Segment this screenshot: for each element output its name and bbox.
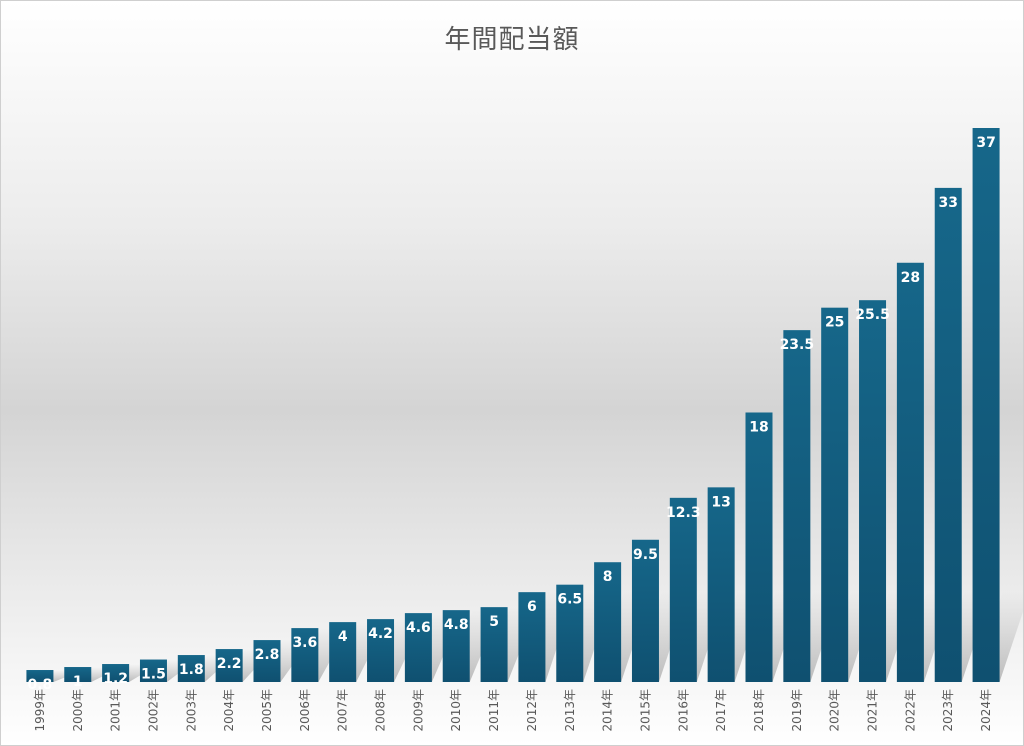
x-tick-label: 2008年 xyxy=(374,689,388,732)
data-label: 13 xyxy=(711,494,730,510)
bar xyxy=(253,640,281,682)
data-label: 0.8 xyxy=(28,677,53,693)
bar xyxy=(821,307,849,682)
bar xyxy=(404,613,432,682)
x-tick-label: 2002年 xyxy=(146,689,160,732)
x-tick-label: 2019年 xyxy=(790,689,804,732)
data-label: 5 xyxy=(489,614,499,630)
x-tick-label: 2007年 xyxy=(336,689,350,732)
x-tick-label: 2009年 xyxy=(411,689,425,732)
bar xyxy=(480,607,508,682)
data-label: 2.2 xyxy=(217,656,242,672)
bar xyxy=(934,187,962,682)
x-tick-label: 2006年 xyxy=(298,689,312,732)
x-tick-label: 2000年 xyxy=(71,689,85,732)
bars-group xyxy=(26,128,1000,682)
data-label: 6.5 xyxy=(557,592,582,608)
data-label: 1.2 xyxy=(103,671,128,687)
x-tick-label: 2014年 xyxy=(601,689,615,732)
data-label: 3.6 xyxy=(292,635,317,651)
bar xyxy=(972,128,1000,682)
data-label: 25 xyxy=(825,315,844,331)
x-tick-label: 2001年 xyxy=(109,689,123,732)
x-tick-label: 2013年 xyxy=(563,689,577,732)
bar xyxy=(669,497,697,682)
x-tick-label: 2016年 xyxy=(676,689,690,732)
x-tick-label: 1999年 xyxy=(33,689,47,732)
x-tick-label: 2021年 xyxy=(866,689,880,732)
bar xyxy=(518,592,546,682)
bar xyxy=(745,412,773,682)
bar xyxy=(215,649,243,682)
bar xyxy=(102,664,130,682)
data-label: 4.2 xyxy=(368,626,393,642)
data-label: 2.8 xyxy=(255,647,280,663)
x-tick-label: 2023年 xyxy=(941,689,955,732)
bar xyxy=(783,330,811,682)
data-label: 1.5 xyxy=(141,667,166,683)
data-label: 4 xyxy=(338,629,348,645)
x-tick-label: 2015年 xyxy=(638,689,652,732)
data-label: 23.5 xyxy=(780,337,815,353)
data-labels-group: 0.8 1 1.2 1.5 1.8 2.2 2.8 3.6 4 4.2 4.6 4.8 5 6 6.5 8 9.… xyxy=(28,135,996,693)
data-label: 4.6 xyxy=(406,620,431,636)
x-tick-label: 2005年 xyxy=(260,689,274,732)
data-label: 6 xyxy=(527,599,537,615)
bar xyxy=(556,584,584,682)
x-tick-label: 2012年 xyxy=(525,689,539,732)
data-label: 12.3 xyxy=(666,505,701,521)
x-tick-labels-group: 1999年 2000年 2001年 2002年 2003年 2004年 2005年 2006年… xyxy=(33,689,993,732)
bar xyxy=(442,610,470,682)
bar xyxy=(367,619,395,682)
x-tick-label: 2003年 xyxy=(184,689,198,732)
bar xyxy=(139,659,167,682)
data-label: 25.5 xyxy=(855,307,890,323)
data-label: 1 xyxy=(73,674,83,690)
data-label: 37 xyxy=(976,135,995,151)
x-tick-label: 2017年 xyxy=(714,689,728,732)
data-label: 8 xyxy=(603,569,613,585)
bar xyxy=(26,670,54,682)
bar xyxy=(594,562,622,682)
data-label: 18 xyxy=(749,419,768,435)
bar xyxy=(896,262,924,682)
chart-title: 年間配当額 xyxy=(444,25,580,55)
x-tick-label: 2011年 xyxy=(487,689,501,732)
data-label: 1.8 xyxy=(179,662,204,678)
bar xyxy=(329,622,357,682)
data-label: 28 xyxy=(901,270,920,286)
data-label: 33 xyxy=(938,195,957,211)
x-tick-label: 2010年 xyxy=(449,689,463,732)
x-tick-label: 2018年 xyxy=(752,689,766,732)
x-tick-label: 2020年 xyxy=(828,689,842,732)
bar xyxy=(64,667,92,682)
bar xyxy=(177,655,205,682)
bar xyxy=(631,539,659,682)
data-label: 4.8 xyxy=(444,617,469,633)
x-tick-label: 2024年 xyxy=(979,689,993,732)
data-label: 9.5 xyxy=(633,547,658,563)
bar xyxy=(859,300,887,682)
bar xyxy=(291,628,319,682)
x-tick-label: 2004年 xyxy=(222,689,236,732)
x-tick-label: 2022年 xyxy=(903,689,917,732)
bar xyxy=(707,487,735,682)
